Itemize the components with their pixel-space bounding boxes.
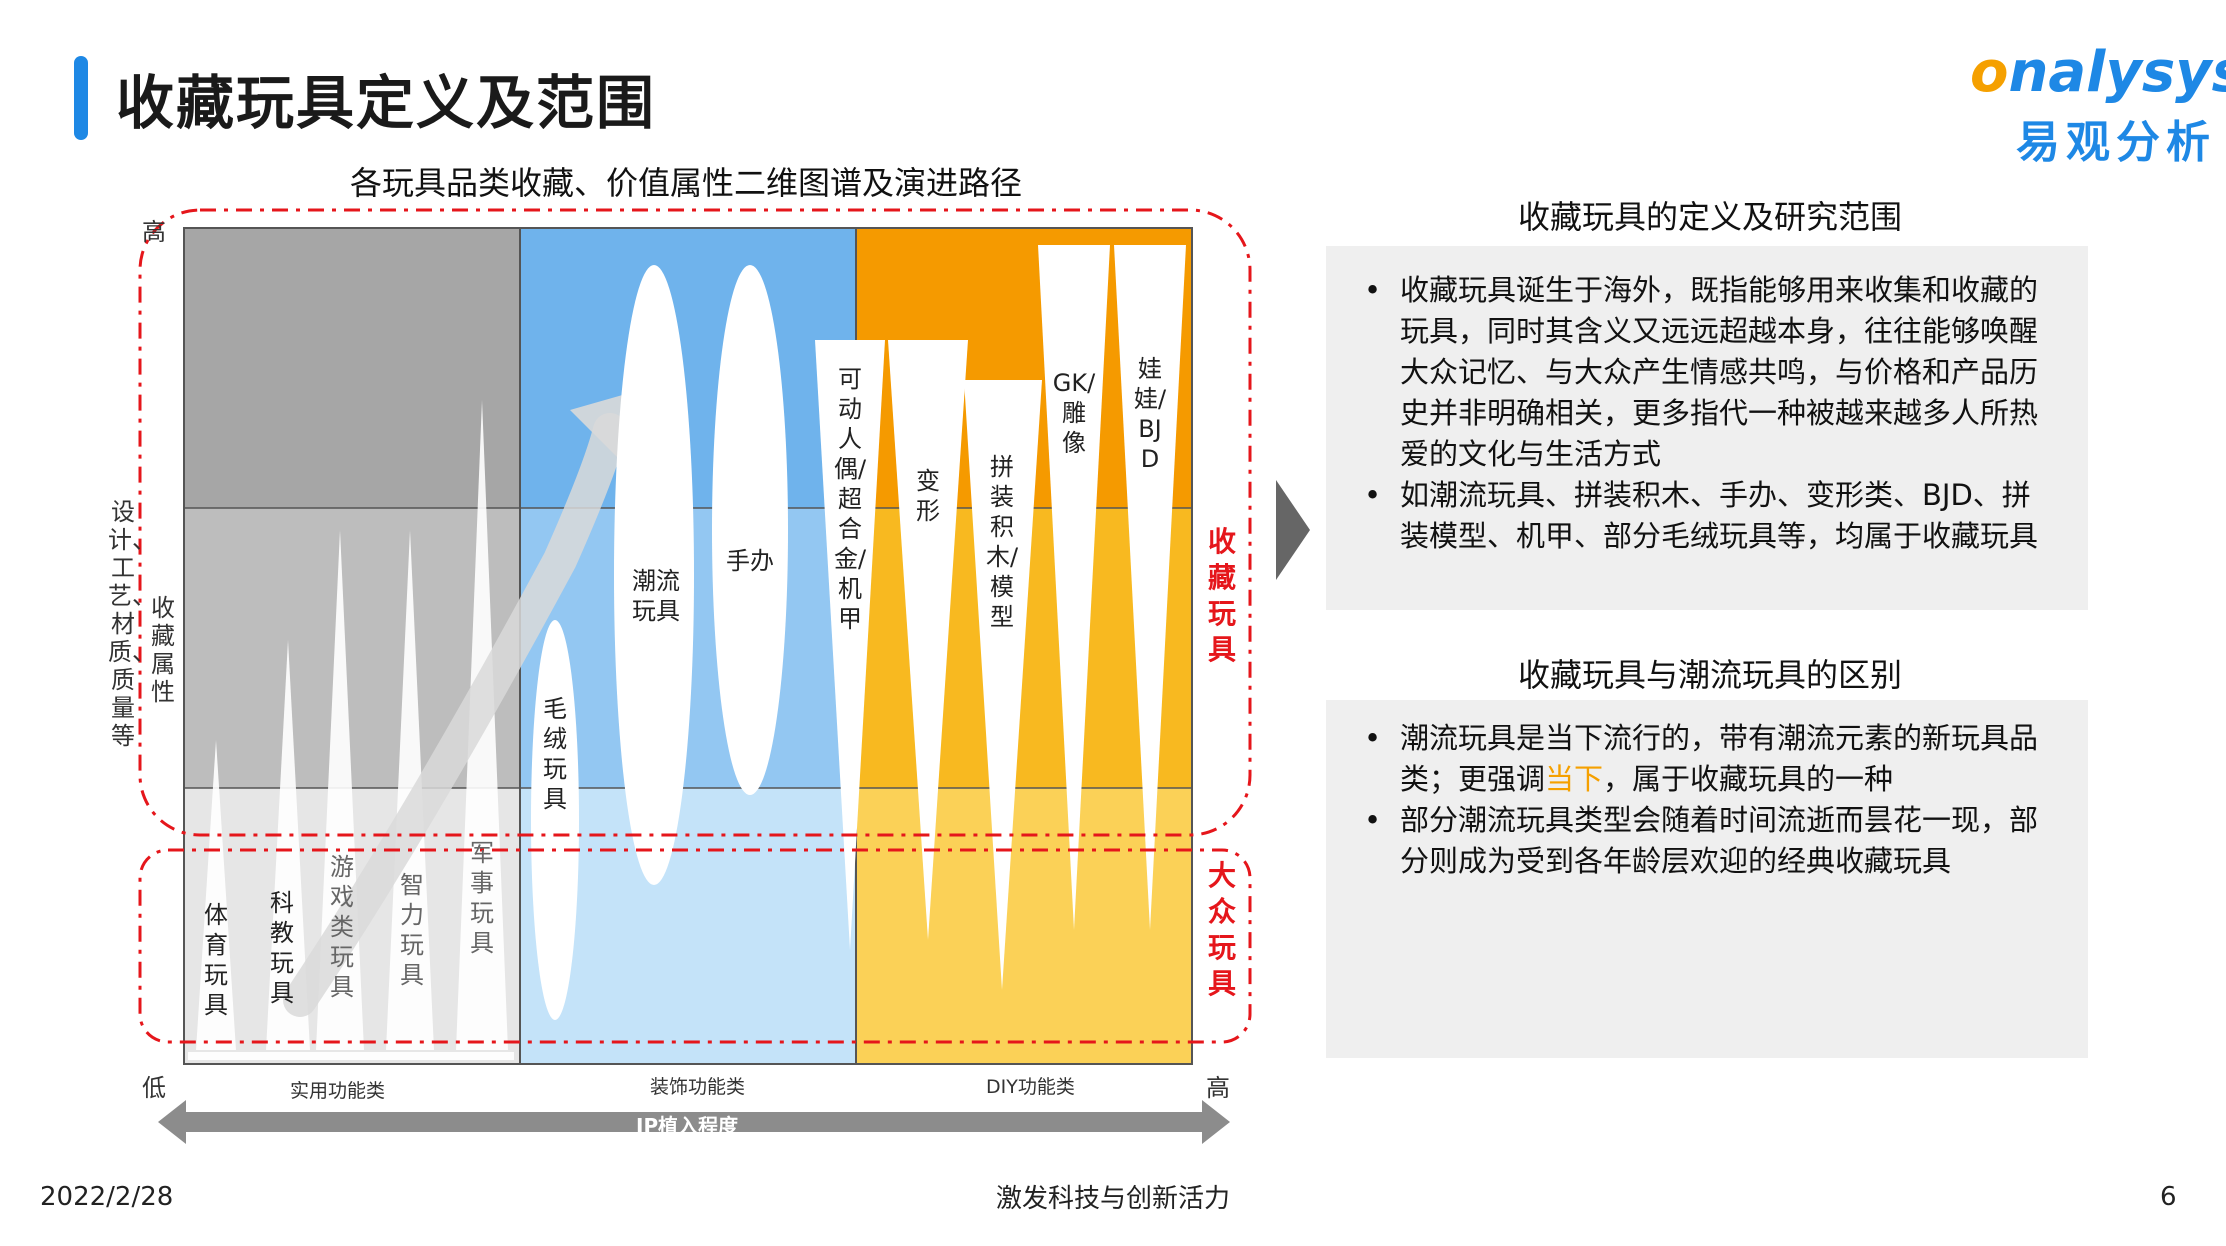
title-accent-bar bbox=[74, 56, 88, 140]
label-trendy: 潮流玩具 bbox=[632, 567, 680, 625]
arrow-right-icon bbox=[1276, 480, 1310, 580]
label-science: 科教玩具 bbox=[270, 889, 294, 1007]
analysys-logo: onalysys bbox=[1970, 40, 2226, 105]
panel1-heading: 收藏玩具的定义及研究范围 bbox=[1517, 198, 1902, 236]
analysys-logo-cn: 易观分析 bbox=[2016, 117, 2216, 168]
label-gk: GK/雕像 bbox=[1052, 369, 1096, 457]
label-model: 拼装积木/模型 bbox=[985, 453, 1019, 631]
spike-bjd bbox=[1114, 245, 1186, 930]
y-axis-sublabel: 收藏属性 bbox=[151, 594, 175, 706]
cell-gray-top bbox=[184, 228, 520, 508]
footer-slogan: 激发科技与创新活力 bbox=[996, 1184, 1231, 1214]
x-axis-label: IP植入程度 bbox=[636, 1114, 739, 1138]
chart-title: 各玩具品类收藏、价值属性二维图谱及演进路径 bbox=[350, 164, 1023, 202]
label-figure: 手办 bbox=[726, 547, 774, 575]
collectible-toy-map bbox=[138, 208, 1252, 1144]
y-axis-low: 低 bbox=[142, 1074, 166, 1102]
y-axis-label: 设计、工艺、材质、质量等 bbox=[108, 498, 156, 750]
page-number: 6 bbox=[2160, 1182, 2177, 1212]
label-puzzle: 智力玩具 bbox=[400, 871, 424, 989]
panel1: 收藏玩具诞生于海外，既指能够用来收集和收藏的玩具，同时其含义又远远超越本身，往往… bbox=[1326, 246, 2088, 610]
spike-science bbox=[266, 640, 310, 1050]
page-title: 收藏玩具定义及范围 bbox=[116, 69, 657, 137]
spike-transform bbox=[888, 340, 968, 940]
x-category-decorative: 装饰功能类 bbox=[650, 1076, 746, 1098]
zone-label-mass: 大众玩具 bbox=[1207, 859, 1236, 1000]
cell-orange-bot bbox=[856, 788, 1192, 1064]
panel2-bullet: 潮流玩具是当下流行的，带有潮流元素的新玩具品类；更强调当下，属于收藏玩具的一种 bbox=[1356, 718, 2058, 800]
x-category-practical: 实用功能类 bbox=[290, 1080, 386, 1102]
zone-collectible bbox=[138, 208, 1252, 837]
ellipse-plush bbox=[531, 620, 579, 1020]
panel2: 潮流玩具是当下流行的，带有潮流元素的新玩具品类；更强调当下，属于收藏玩具的一种 … bbox=[1326, 700, 2088, 1058]
footer-date: 2022/2/28 bbox=[40, 1182, 174, 1212]
label-transform: 变形 bbox=[916, 467, 940, 525]
x-category-diy: DIY功能类 bbox=[986, 1076, 1075, 1098]
evolution-arrow-shaft bbox=[283, 413, 627, 1017]
spike-gk bbox=[1038, 245, 1110, 930]
panel2-bullet: 部分潮流玩具类型会随着时间流逝而昙花一现，部分则成为受到各年龄层欢迎的经典收藏玩… bbox=[1356, 800, 2058, 882]
label-game: 游戏类玩具 bbox=[330, 853, 354, 1001]
label-bjd: 娃娃/BJD bbox=[1133, 355, 1167, 473]
label-plush: 毛绒玩具 bbox=[543, 695, 567, 813]
panel2-heading: 收藏玩具与潮流玩具的区别 bbox=[1517, 656, 1902, 694]
spike-sports bbox=[196, 740, 236, 1050]
ip-axis-arrow bbox=[158, 1100, 1230, 1144]
label-military: 军事玩具 bbox=[470, 839, 494, 957]
spike-action bbox=[815, 340, 885, 950]
zone-mass bbox=[138, 848, 1252, 1044]
panel1-bullet: 收藏玩具诞生于海外，既指能够用来收集和收藏的玩具，同时其含义又远远超越本身，往往… bbox=[1356, 270, 2058, 475]
zone-label-collectible: 收藏玩具 bbox=[1207, 525, 1236, 666]
label-sports: 体育玩具 bbox=[204, 901, 228, 1019]
spike-puzzle bbox=[386, 530, 434, 1050]
spike-model bbox=[964, 380, 1042, 990]
ellipse-trendy bbox=[614, 265, 694, 885]
label-action: 可动人偶/超合金/机甲 bbox=[833, 365, 867, 633]
x-axis-high: 高 bbox=[1206, 1074, 1230, 1102]
y-axis-high: 高 bbox=[142, 218, 166, 246]
panel1-bullet: 如潮流玩具、拼装积木、手办、变形类、BJD、拼装模型、机甲、部分毛绒玩具等，均属… bbox=[1356, 475, 2058, 557]
ellipse-figure bbox=[712, 265, 788, 795]
